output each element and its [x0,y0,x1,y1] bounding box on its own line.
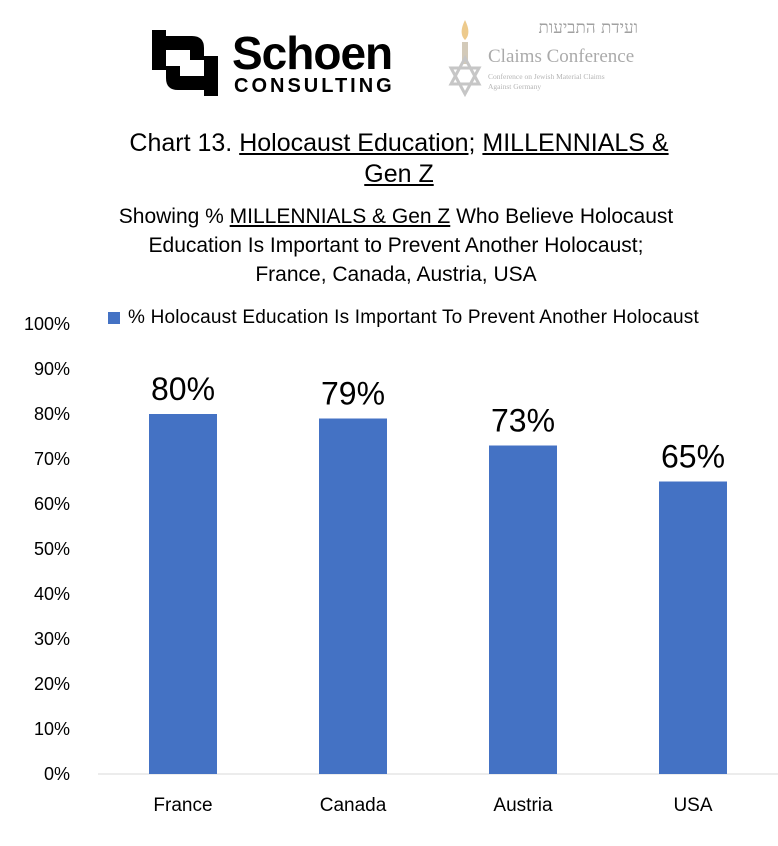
consulting-wordmark: CONSULTING [234,75,395,97]
schoen-consulting-logo: Schoen CONSULTING [152,27,395,98]
subtitle-part-1: Showing % [118,205,230,228]
title-part-2: Holocaust Education [239,129,469,157]
chart-title: Chart 13. Holocaust Education; MILLENNIA… [90,128,708,190]
legend-swatch [108,312,120,324]
y-tick-label: 60% [34,494,70,514]
claims-english-text: Claims Conference [488,46,635,67]
x-tick-label: USA [673,795,712,816]
title-part-4: MILLENNIALS & [482,129,669,157]
data-label: 65% [661,439,725,475]
bar [659,481,727,774]
claims-small-text: Conference on Jewish Material Claims Aga… [488,72,638,92]
y-tick-label: 0% [44,764,70,784]
title-part-1: Chart 13. [129,129,240,157]
claims-small-line-1: Conference on Jewish Material Claims [488,72,605,81]
data-label: 79% [321,376,385,412]
y-tick-label: 70% [34,449,70,469]
y-tick-label: 80% [34,404,70,424]
y-tick-label: 10% [34,719,70,739]
chart-legend: % Holocaust Education Is Important To Pr… [108,306,699,330]
schoen-wordmark: Schoen [232,27,393,79]
subtitle-part-2: MILLENNIALS & Gen Z [229,205,451,228]
y-tick-label: 20% [34,674,70,694]
x-tick-label: France [153,795,212,816]
bar [149,414,217,774]
subtitle-line-2: Education Is Important to Prevent Anothe… [148,234,644,257]
data-label: 73% [491,403,555,439]
claims-conference-logo: ועידת התביעות Claims Conference Conferen… [446,12,646,102]
title-part-3: ; [468,129,483,157]
bar [319,418,387,774]
claims-small-line-2: Against Germany [488,82,542,91]
y-tick-label: 90% [34,359,70,379]
bar [489,445,557,774]
x-tick-label: Austria [493,795,553,816]
subtitle-part-3: Who Believe Holocaust [450,205,674,228]
data-label: 80% [151,371,215,407]
y-tick-label: 50% [34,539,70,559]
x-tick-label: Canada [320,795,387,816]
title-part-5: Gen Z [364,160,434,188]
claims-hebrew-text: ועידת התביעות [538,18,638,38]
legend-label: % Holocaust Education Is Important To Pr… [128,307,699,328]
y-tick-label: 100% [24,314,70,334]
y-tick-label: 40% [34,584,70,604]
candle-star-icon [448,20,482,98]
subtitle-line-3: France, Canada, Austria, USA [255,263,537,286]
chart-subtitle: Showing % MILLENNIALS & Gen Z Who Believ… [60,202,732,289]
schoen-s-mark-icon [152,30,218,96]
y-tick-label: 30% [34,629,70,649]
